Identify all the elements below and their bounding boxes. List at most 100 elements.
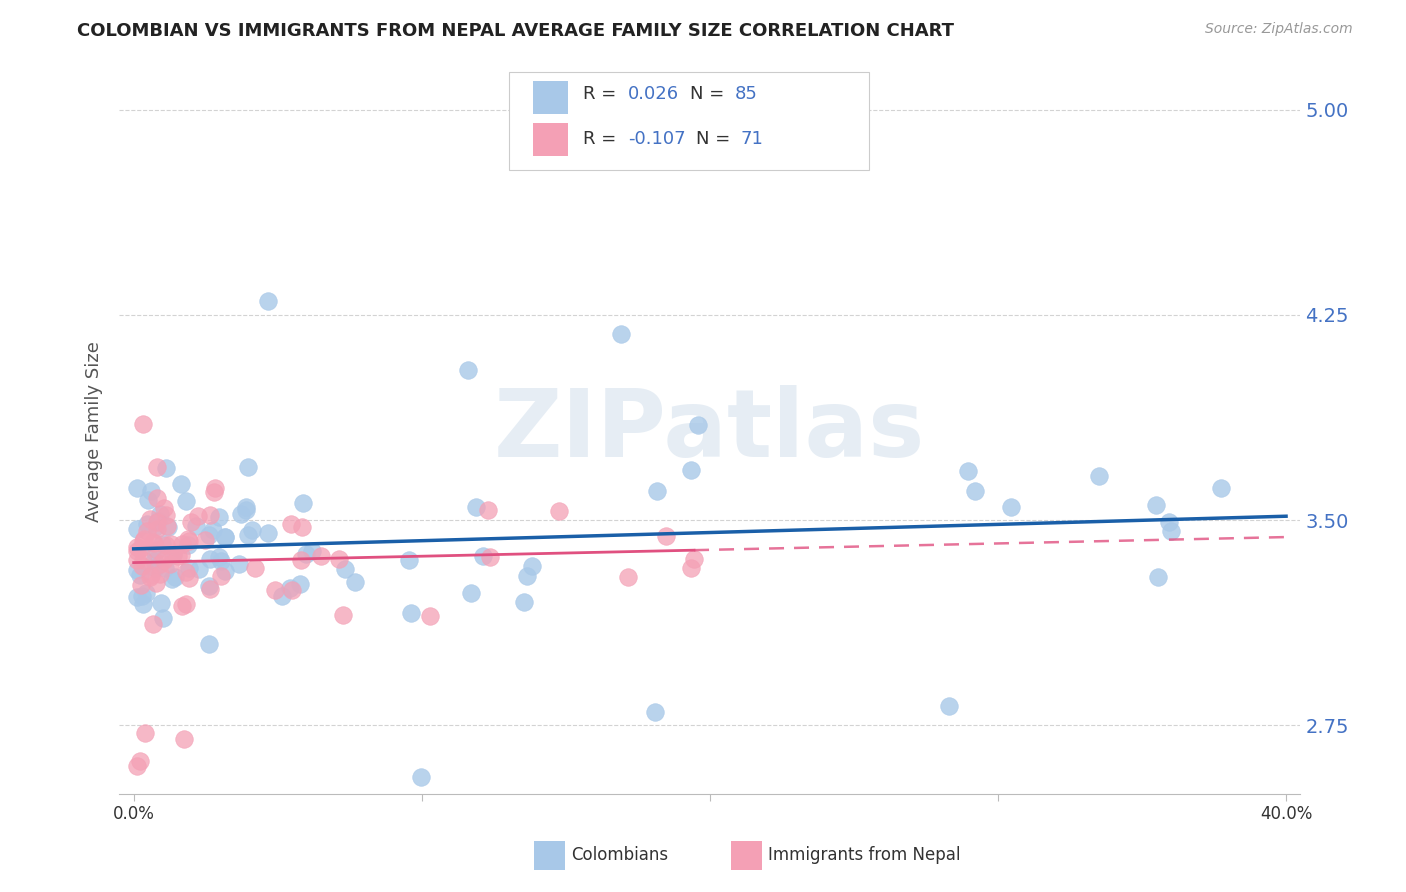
Point [174,597,197,611]
Point [131,417,153,432]
Point [291,520,314,534]
Point [135,524,157,539]
Point [202,485,225,500]
Point [1087,469,1109,483]
Point [142,536,165,550]
Point [516,569,538,583]
Point [125,482,148,496]
Point [152,537,174,551]
Point [257,294,280,309]
Point [149,567,172,582]
Point [146,491,169,505]
Point [520,558,543,573]
Point [132,553,155,567]
Point [301,544,323,558]
Point [617,570,640,584]
Point [139,484,162,499]
Point [198,579,221,593]
Text: R =: R = [583,130,623,148]
Point [155,538,177,552]
Point [201,524,224,538]
Point [1147,570,1170,584]
Point [162,548,184,562]
Point [280,581,302,595]
Point [471,549,494,564]
Text: Immigrants from Nepal: Immigrants from Nepal [768,847,960,864]
Text: -0.107: -0.107 [628,130,686,148]
Point [245,561,267,575]
Bar [533,123,568,155]
Text: 71: 71 [741,130,763,148]
Point [240,523,263,537]
Point [235,502,257,516]
Point [129,578,152,592]
Point [965,484,987,499]
Point [145,576,167,591]
Point [146,542,169,557]
Point [146,522,169,536]
Point [179,571,201,585]
Point [170,599,193,613]
Point [142,616,165,631]
Point [128,541,150,556]
Text: N =: N = [696,130,735,148]
Point [131,597,153,611]
Point [125,591,148,605]
Point [460,586,482,600]
Point [125,563,148,577]
Point [548,504,571,518]
Point [290,553,312,567]
Point [159,557,181,571]
Point [644,705,666,719]
Point [125,540,148,554]
Point [194,533,217,548]
Text: 85: 85 [735,85,758,103]
Point [125,553,148,567]
Point [198,637,221,651]
Point [209,568,232,582]
Point [214,530,236,544]
Point [198,527,221,541]
Point [180,515,202,529]
Text: R =: R = [583,85,623,103]
Point [167,549,190,564]
Point [228,558,250,572]
Point [153,553,176,567]
Point [332,607,354,622]
Point [170,476,193,491]
Point [938,699,960,714]
Point [609,326,631,341]
Point [184,519,207,533]
Point [1157,515,1180,529]
Point [229,508,252,522]
Point [153,560,176,574]
Point [214,564,236,578]
Point [238,528,260,542]
Point [257,525,280,540]
Y-axis label: Average Family Size: Average Family Size [86,341,103,522]
Point [263,582,285,597]
Point [179,561,201,575]
Text: COLOMBIAN VS IMMIGRANTS FROM NEPAL AVERAGE FAMILY SIZE CORRELATION CHART: COLOMBIAN VS IMMIGRANTS FROM NEPAL AVERA… [77,22,955,40]
Point [131,558,153,573]
Point [187,508,209,523]
Point [174,565,197,579]
Point [143,545,166,559]
Point [477,503,499,517]
Point [177,532,200,546]
Point [344,574,367,589]
Point [204,481,226,495]
Point [136,492,159,507]
Point [153,501,176,516]
Point [131,589,153,603]
Point [208,510,231,524]
Point [149,557,172,571]
Point [208,549,231,564]
Point [145,459,167,474]
Point [294,547,316,561]
FancyBboxPatch shape [509,72,869,170]
Point [1211,481,1233,495]
Point [187,562,209,576]
Text: ZIPatlas: ZIPatlas [494,385,925,477]
Point [152,611,174,625]
